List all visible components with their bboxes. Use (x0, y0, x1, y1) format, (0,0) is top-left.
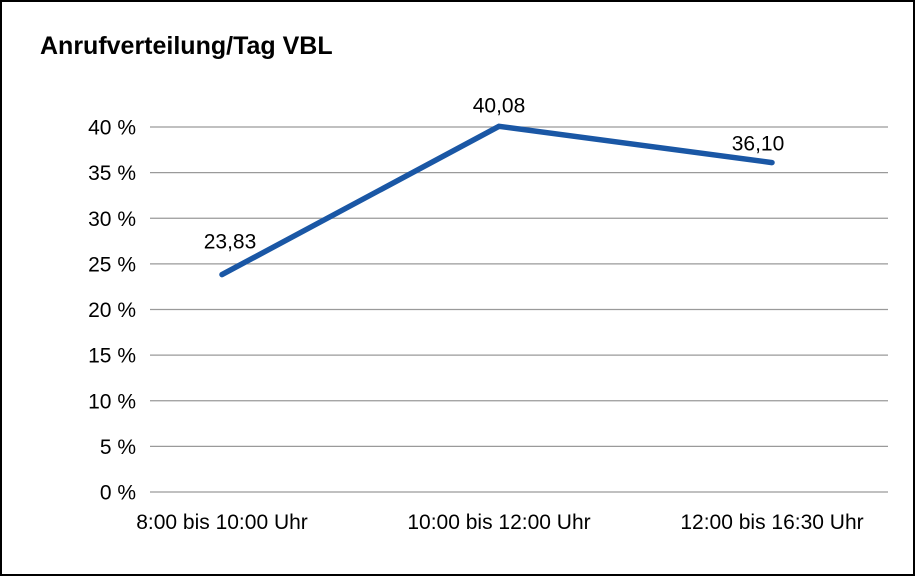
y-axis-tick-label: 15 % (88, 345, 136, 368)
data-series-line (219, 123, 775, 278)
data-point-label: 36,10 (732, 133, 785, 156)
data-point-label: 23,83 (204, 231, 257, 254)
y-axis-tick-label: 30 % (88, 208, 136, 231)
y-axis-tick-label: 10 % (88, 390, 136, 413)
y-axis-tick-label: 5 % (100, 436, 136, 459)
data-point-label: 40,08 (473, 94, 526, 117)
chart-title: Anrufverteilung/Tag VBL (40, 32, 333, 60)
y-axis-tick-label: 35 % (88, 162, 136, 185)
y-axis-tick-label: 0 % (100, 482, 136, 505)
x-axis-category-label: 12:00 bis 16:30 Uhr (680, 511, 863, 534)
x-axis-category-label: 8:00 bis 10:00 Uhr (136, 511, 308, 534)
y-axis-tick-label: 25 % (88, 253, 136, 276)
y-axis-tick-label: 20 % (88, 299, 136, 322)
x-axis-category-label: 10:00 bis 12:00 Uhr (407, 511, 590, 534)
y-axis-tick-label: 40 % (88, 117, 136, 140)
